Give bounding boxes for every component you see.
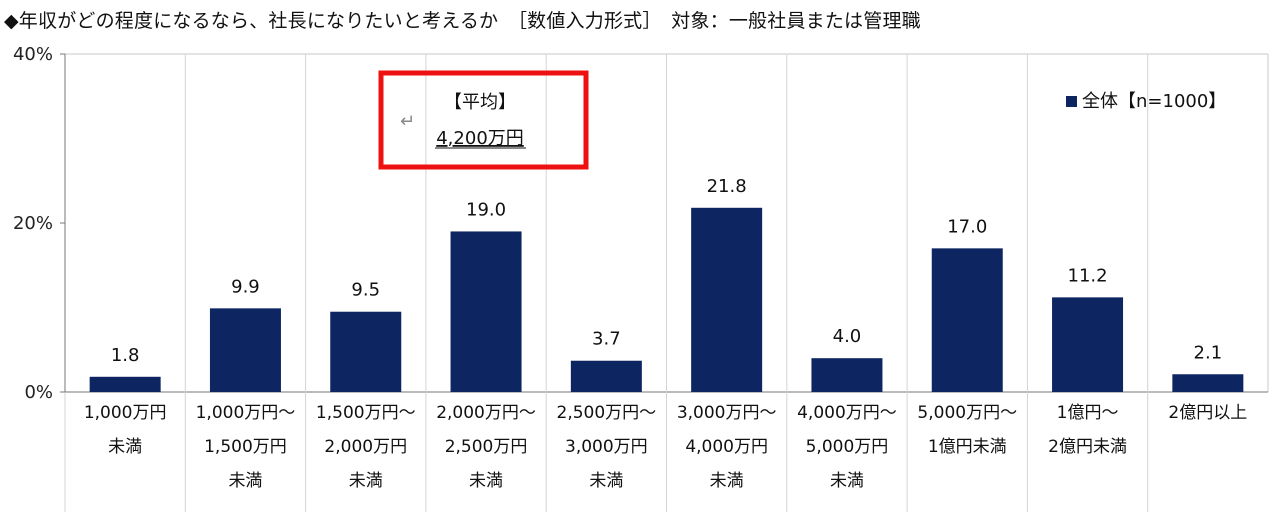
bar: [209, 308, 281, 392]
bar: [330, 311, 402, 392]
legend-label: 全体【n=1000】: [1082, 91, 1226, 112]
bar-value-label: 11.2: [1068, 265, 1108, 286]
y-tick-label: 0%: [24, 382, 53, 403]
category-label: 未満: [830, 471, 864, 491]
bar-value-label: 2.1: [1194, 342, 1223, 363]
bar: [570, 360, 642, 392]
category-label: 1,500万円: [204, 437, 287, 457]
category-label: 1,500万円～: [316, 403, 416, 423]
category-label: 未満: [589, 471, 623, 491]
category-label: 5,000万円: [806, 437, 889, 457]
bar: [931, 248, 1003, 392]
category-label: 1億円～: [1057, 403, 1119, 423]
legend-swatch: [1066, 96, 1077, 107]
average-value: 4,200万円: [436, 128, 524, 149]
average-title: 【平均】: [444, 92, 516, 113]
chart-title: ◆年収がどの程度になるなら、社長になりたいと考えるか ［数値入力形式］ 対象：一…: [4, 10, 921, 32]
bar: [1172, 374, 1244, 392]
bar-value-label: 1.8: [111, 345, 140, 366]
category-label: 2億円未満: [1048, 437, 1127, 457]
bar-value-label: 19.0: [466, 199, 506, 220]
bar-value-labels: 1.8 9.9 9.5 19.0 3.7 21.8 4.0 17.0 11.2 2.1: [111, 176, 1222, 366]
bar: [1052, 297, 1124, 392]
y-tick-label: 20%: [13, 213, 53, 234]
category-label: 2,500万円～: [557, 403, 657, 423]
average-annotation: ↵ 【平均】 4,200万円: [378, 70, 589, 170]
bar-value-label: 4.0: [833, 326, 862, 347]
bar: [691, 207, 763, 392]
y-tick-label: 40%: [13, 44, 53, 65]
average-box: [378, 70, 589, 170]
category-label: 未満: [469, 471, 503, 491]
category-label: 1億円未満: [928, 437, 1007, 457]
category-label: 4,000万円～: [797, 403, 897, 423]
category-label: 3,000万円: [565, 437, 648, 457]
category-label: 1,000万円～: [196, 403, 296, 423]
category-label: 未満: [710, 471, 744, 491]
category-labels: 1,000万円未満1,000万円～1,500万円未満1,500万円～2,000万…: [84, 403, 1247, 491]
category-label: 未満: [108, 437, 142, 457]
category-label: 4,000万円: [685, 437, 768, 457]
bar-value-label: 9.9: [231, 276, 260, 297]
bar-value-label: 9.5: [351, 280, 380, 301]
category-label: 2,500万円: [445, 437, 528, 457]
category-label: 2億円以上: [1168, 403, 1247, 423]
category-label: 未満: [349, 471, 383, 491]
bar-value-label: 3.7: [592, 329, 621, 350]
category-label: 2,000万円: [324, 437, 407, 457]
y-axis-ticks: 0% 20% 40%: [13, 44, 65, 403]
legend: 全体【n=1000】: [1066, 91, 1226, 112]
category-label: 未満: [228, 471, 262, 491]
category-label: 3,000万円～: [677, 403, 777, 423]
bars: [89, 207, 1244, 392]
bar-value-label: 21.8: [707, 176, 747, 197]
return-mark: ↵: [400, 111, 415, 132]
category-label: 2,000万円～: [436, 403, 536, 423]
bar: [89, 376, 161, 392]
bar: [450, 231, 522, 392]
category-label: 1,000万円: [84, 403, 167, 423]
bar: [811, 358, 883, 392]
bar-value-label: 17.0: [947, 216, 987, 237]
category-label: 5,000万円～: [917, 403, 1017, 423]
